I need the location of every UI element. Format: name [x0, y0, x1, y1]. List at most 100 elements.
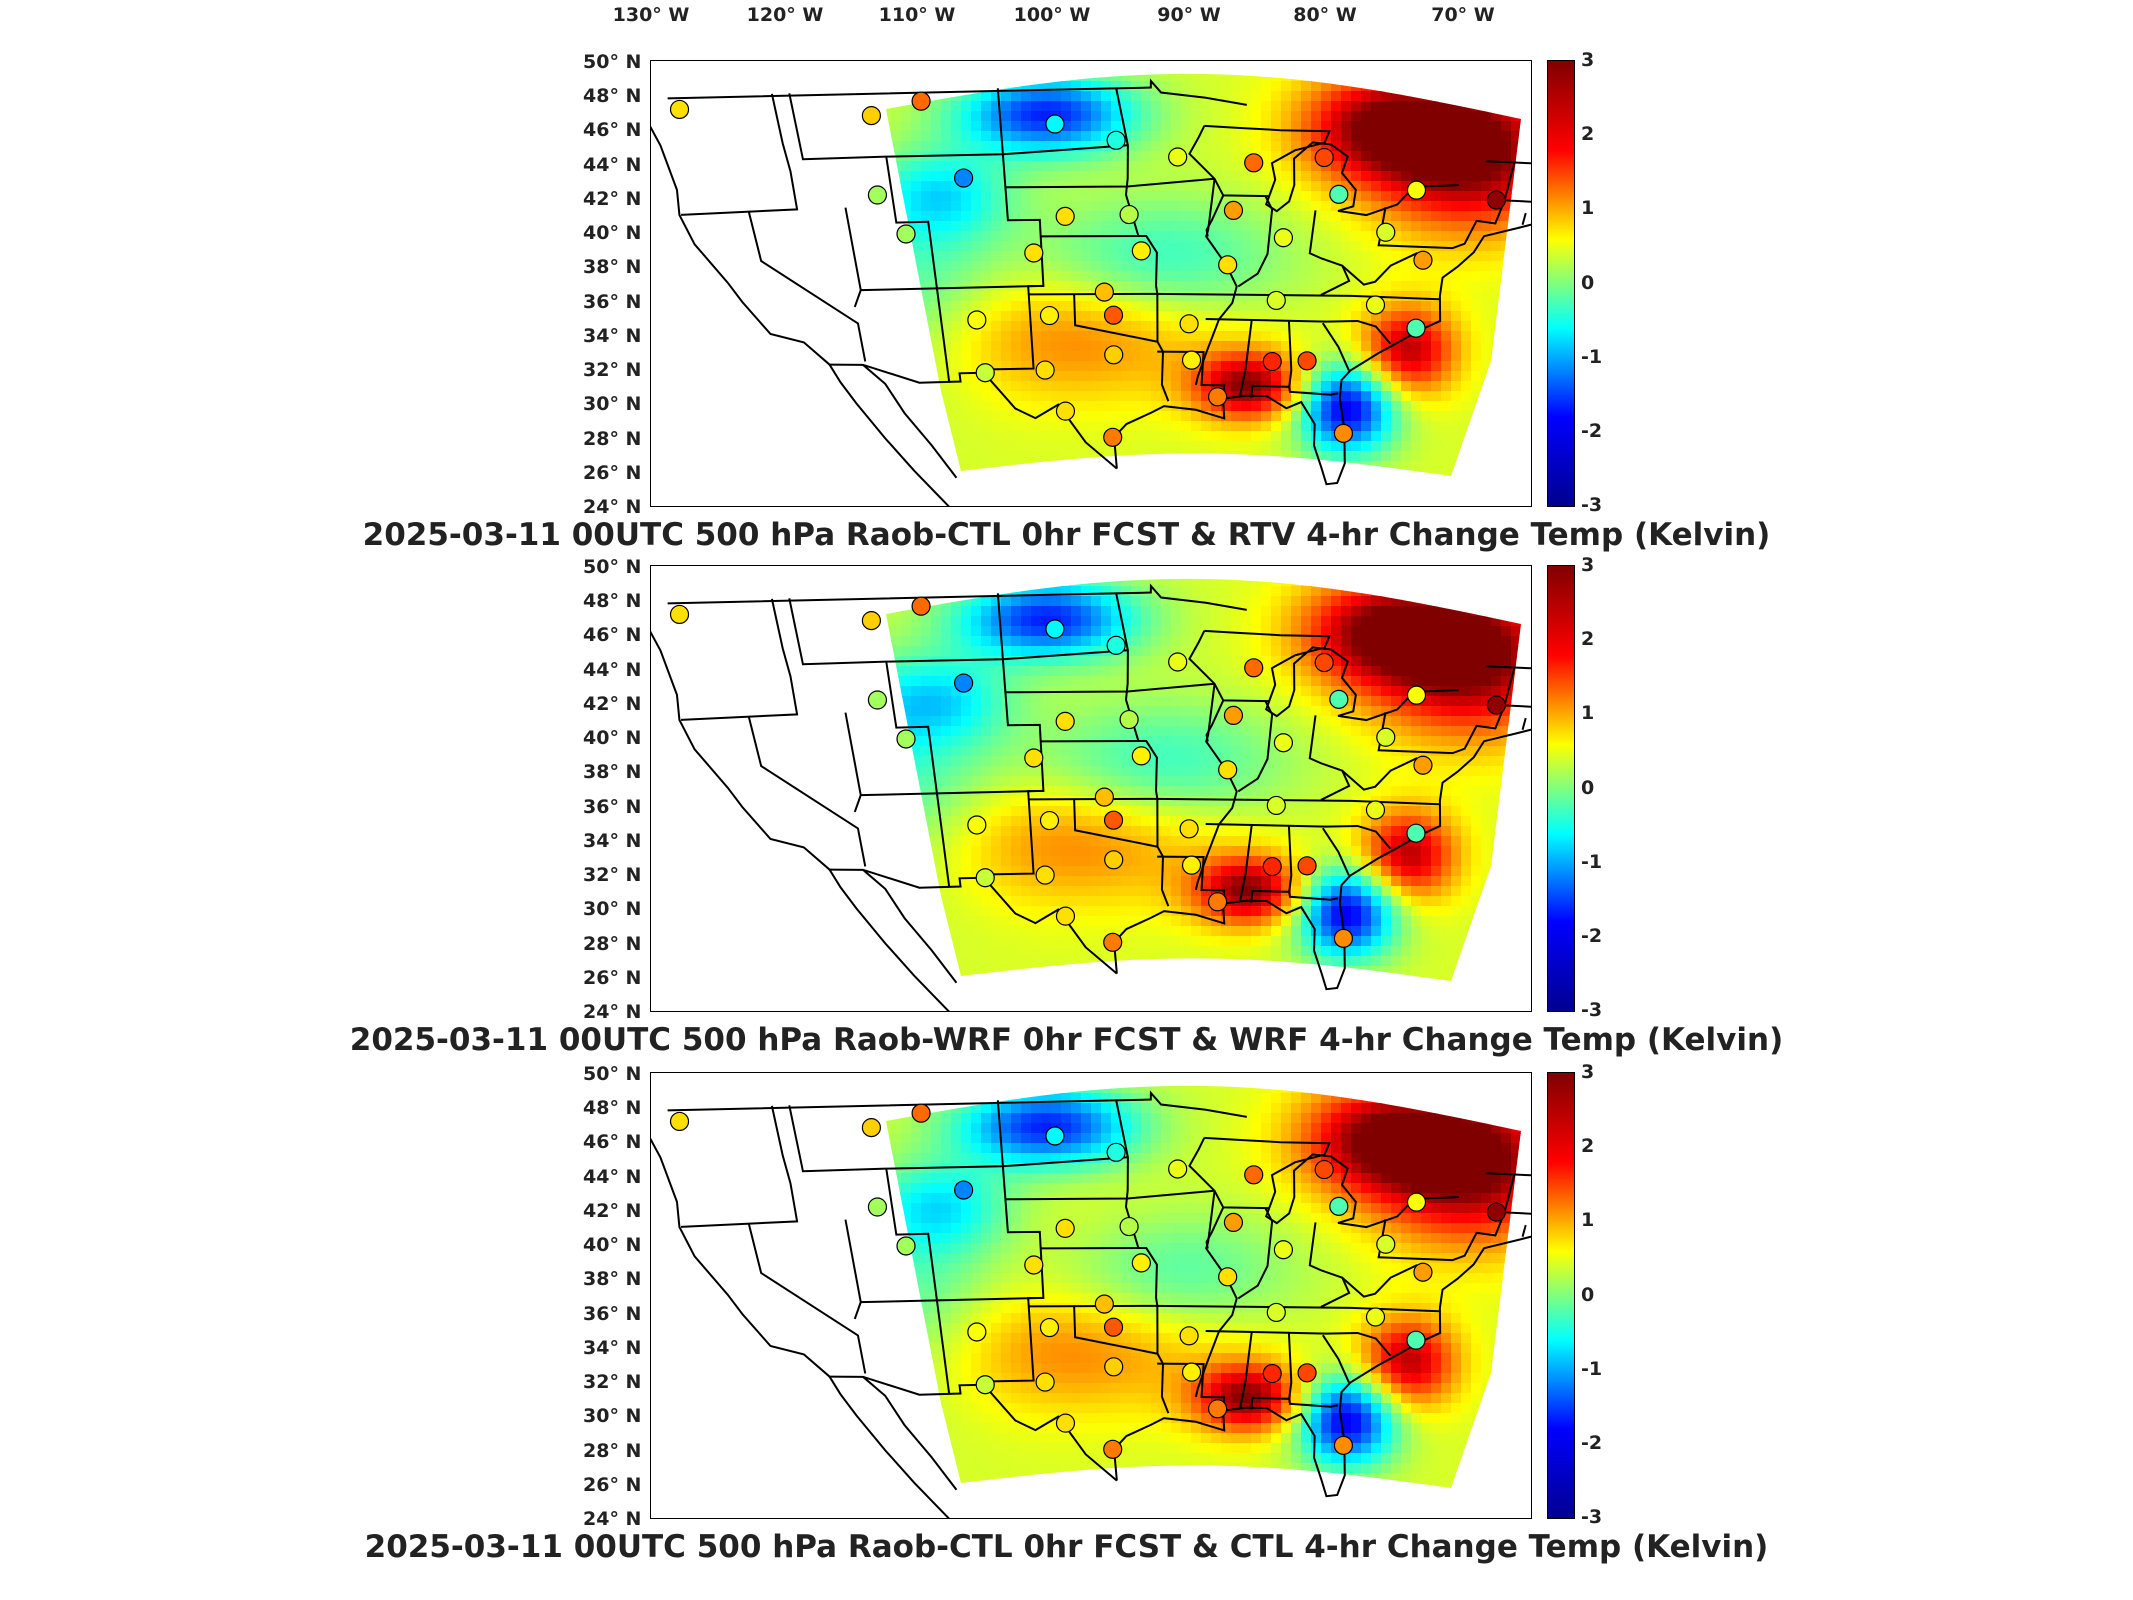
latitude-label: 40° N — [583, 222, 642, 245]
boundary-line — [1485, 1172, 1531, 1177]
raob-station-marker — [1314, 147, 1334, 168]
boundary-line — [1250, 825, 1293, 903]
raob-station-marker — [911, 596, 931, 616]
boundary-line — [1204, 124, 1459, 217]
boundary-line — [1205, 1330, 1392, 1357]
boundary-line — [1377, 704, 1531, 755]
raob-station-marker — [1223, 200, 1244, 221]
boundary-line — [1028, 797, 1440, 806]
raob-station-marker — [1045, 1126, 1065, 1146]
raob-station-marker — [1413, 250, 1433, 270]
raob-station-marker — [861, 106, 882, 126]
colorbar-tick-label: 1 — [1581, 1209, 1595, 1232]
boundary-line — [862, 869, 958, 984]
raob-station-marker — [1106, 1142, 1126, 1162]
raob-station-marker — [1179, 819, 1199, 839]
colorbar-tick-label: 0 — [1581, 776, 1595, 799]
boundary-line — [862, 364, 958, 479]
latitude-label: 26° N — [583, 966, 642, 989]
raob-station-marker — [954, 673, 974, 693]
boundary-line — [1239, 824, 1253, 901]
boundary-line — [1239, 1331, 1253, 1408]
raob-station-marker — [1055, 206, 1075, 226]
raob-station-marker — [1329, 689, 1349, 709]
boundary-line — [1250, 320, 1293, 398]
boundary-line — [680, 1105, 799, 1228]
boundary-line — [1503, 667, 1516, 706]
colorbar-tick-label: -2 — [1581, 1431, 1603, 1454]
raob-station-marker — [1486, 1202, 1507, 1222]
raob-station-marker — [1218, 1267, 1238, 1287]
boundary-line — [828, 869, 950, 1011]
latitude-label: 32° N — [583, 359, 642, 382]
latitude-label: 40° N — [583, 1234, 642, 1257]
panel-title: 2025-03-11 00UTC 500 hPa Raob-CTL 0hr FC… — [364, 1529, 1769, 1565]
raob-station-marker — [1035, 360, 1055, 380]
boundary-line — [1237, 700, 1274, 793]
latitude-label: 28° N — [583, 932, 642, 955]
boundary-line — [1028, 1304, 1440, 1313]
colorbar-tick-label: 2 — [1581, 1135, 1595, 1158]
latitude-label: 48° N — [583, 590, 642, 613]
boundary-line — [844, 712, 862, 813]
boundary-line — [747, 211, 867, 362]
raob-station-marker — [1094, 1294, 1114, 1314]
boundary-line — [1308, 1222, 1351, 1308]
boundary-line — [1308, 715, 1351, 801]
raob-station-marker — [1055, 401, 1076, 421]
boundary-line — [680, 93, 799, 216]
raob-station-marker — [1486, 190, 1507, 210]
boundary-line — [844, 1219, 862, 1320]
raob-station-marker — [967, 1322, 987, 1342]
raob-station-marker — [1333, 1435, 1354, 1455]
raob-station-marker — [1104, 850, 1124, 870]
boundary-line — [1503, 162, 1516, 201]
raob-station-marker — [1039, 810, 1060, 831]
boundary-line — [788, 598, 1128, 666]
raob-station-marker — [1273, 1240, 1294, 1260]
raob-station-marker — [1207, 892, 1228, 912]
raob-station-marker — [1266, 795, 1286, 816]
raob-station-marker — [1103, 1317, 1124, 1337]
latitude-label: 46° N — [583, 1131, 642, 1154]
latitude-label: 30° N — [583, 1405, 642, 1428]
raob-station-marker — [967, 310, 987, 330]
raob-station-marker — [1106, 635, 1126, 655]
raob-station-marker — [1365, 800, 1386, 820]
raob-station-marker — [1297, 351, 1317, 371]
raob-station-marker — [1131, 746, 1151, 766]
boundary-line — [828, 364, 950, 506]
boundary-line — [885, 1168, 951, 1394]
raob-station-marker — [1207, 387, 1228, 407]
raob-station-marker — [867, 1197, 888, 1217]
colorbar-tick-label: 1 — [1581, 197, 1595, 220]
raob-station-marker — [1039, 305, 1060, 326]
temperature-change-map — [651, 1085, 1531, 1518]
boundary-line — [1188, 125, 1269, 198]
boundary-line — [860, 789, 1044, 797]
raob-station-marker — [1266, 1302, 1286, 1323]
raob-station-marker — [1104, 1357, 1124, 1377]
latitude-label: 28° N — [583, 427, 642, 450]
raob-station-marker — [1035, 1372, 1055, 1392]
boundary-line — [1288, 1398, 1339, 1408]
raob-station-marker — [1168, 1159, 1188, 1179]
boundary-line — [1028, 292, 1440, 301]
raob-station-marker — [1024, 1255, 1044, 1275]
raob-station-marker — [1376, 727, 1396, 747]
raob-station-marker — [1045, 114, 1065, 134]
boundary-line — [1205, 823, 1392, 850]
colorbar-tick-label: -1 — [1581, 850, 1603, 873]
latitude-label: 30° N — [583, 898, 642, 921]
boundary-line — [1188, 1137, 1269, 1210]
raob-station-marker — [669, 604, 690, 625]
raob-station-marker — [1262, 351, 1282, 372]
raob-station-marker — [975, 868, 995, 888]
boundary-line — [1073, 1305, 1158, 1355]
boundary-line — [1237, 1207, 1274, 1300]
boundary-line — [651, 630, 831, 871]
latitude-label: 26° N — [583, 1473, 642, 1496]
temperature-change-map — [651, 73, 1531, 506]
latitude-label: 34° N — [583, 829, 642, 852]
raob-station-marker — [1131, 1253, 1151, 1273]
